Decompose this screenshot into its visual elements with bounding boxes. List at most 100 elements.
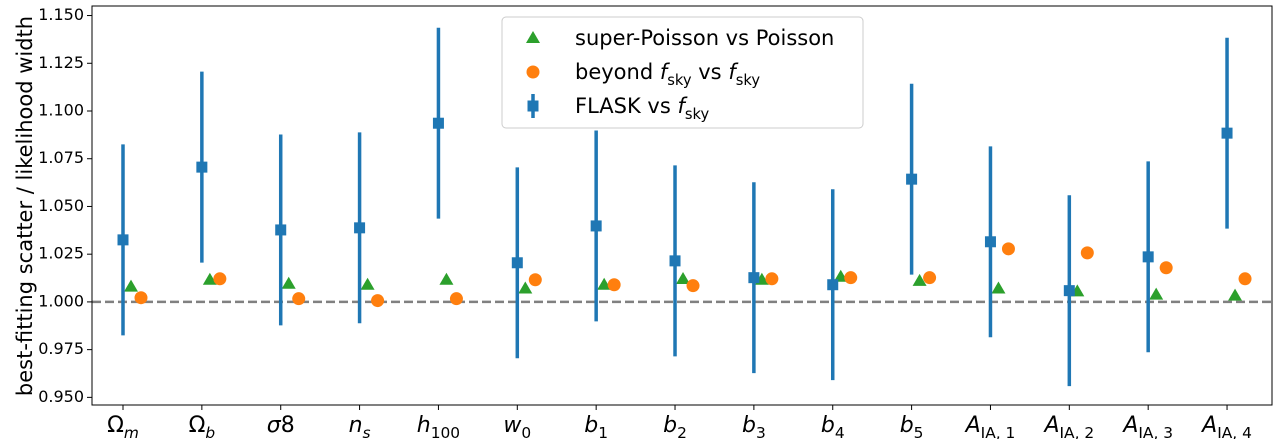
square-marker [1221,127,1233,139]
text-part: n [349,413,363,438]
text-part: A [1200,413,1217,438]
text-part: 0 [521,424,531,439]
circle-marker [134,291,148,305]
text-part: b [205,424,215,439]
text-part: w [503,413,522,438]
text-part: 4 [835,424,845,439]
x-tick-label: b2 [663,413,687,439]
x-tick-label: ns [349,413,371,439]
text-part: b [663,413,677,438]
triangle-marker [360,277,375,290]
triangle-marker [526,31,540,43]
legend-box [501,16,864,129]
x-tick-label: b3 [742,413,766,439]
x-tick-label: AIA, 3 [1121,413,1173,439]
circle-marker [607,278,621,292]
plot-frame [91,5,1273,406]
square-marker [275,224,287,236]
text-part: A [1121,413,1138,438]
circle-marker [449,292,463,306]
square-marker [527,100,539,112]
circle-marker [686,279,700,293]
circle-marker [292,292,306,306]
x-tick-label: AIA, 4 [1200,413,1252,439]
text-part: s [363,424,371,439]
triangle-marker [1228,288,1243,301]
y-tick-label: 1.100 [38,101,84,120]
y-tick-label: 1.075 [38,148,84,167]
text-part: h [417,413,431,438]
text-part: f [660,60,671,84]
circle-marker [213,272,227,286]
circle-marker [371,294,385,308]
square-marker [590,220,602,232]
square-marker [432,117,444,129]
triangle-marker [281,276,296,289]
y-tick-label: 1.150 [38,5,84,24]
y-axis-label: best-fitting scatter / likelihood width [13,16,37,396]
square-marker [984,236,996,248]
text-part: b [821,413,835,438]
triangle-marker [833,269,848,282]
triangle-marker [597,277,612,290]
x-tick-label: AIA, 1 [964,413,1016,439]
text-part: super-Poisson vs Poisson [575,26,834,50]
triangle-marker [676,272,691,284]
text-part: 2 [677,424,687,439]
x-tick-label: b1 [584,413,608,439]
circle-marker [526,65,540,79]
square-marker [1142,251,1154,263]
triangle-marker [124,279,138,292]
text-part: m [124,424,139,439]
square-marker [354,222,366,234]
y-tick-label: 1.125 [38,53,84,72]
circle-marker [765,272,779,286]
circle-marker [844,271,858,285]
square-marker [748,272,760,284]
square-marker [827,279,839,291]
circle-marker [1001,242,1015,256]
text-part: IA, 1 [981,424,1016,439]
legend-label: super-Poisson vs Poisson [575,26,834,50]
x-tick-label: b4 [821,413,845,439]
text-part: vs [692,60,729,84]
text-part: IA, 3 [1138,424,1173,439]
y-tick-label: 1.000 [38,291,84,310]
triangle-marker [991,281,1006,294]
legend-label: beyond fsky vs fsky [575,60,760,89]
square-marker [906,173,918,185]
text-part: b [584,413,598,438]
text-part: IA, 4 [1217,424,1252,439]
triangle-marker [202,272,217,285]
text-part: f [728,60,739,84]
text-part: b [742,413,756,438]
text-part: 3 [756,424,766,439]
text-part: f [677,94,688,118]
x-tick-label: Ωm [107,413,139,439]
x-tick-label: AIA, 2 [1042,413,1094,439]
x-tick-label: w0 [503,413,531,439]
triangle-marker [912,273,927,286]
text-part: 100 [431,424,460,439]
legend-label: FLASK vs fsky [575,94,709,123]
y-tick-label: 1.050 [38,196,84,215]
y-tick-label: 1.025 [38,244,84,263]
triangle-marker [1149,287,1164,300]
text-part: 8 [281,413,295,438]
x-tick-label: Ωb [189,413,216,439]
circle-marker [1238,272,1252,286]
y-tick-label: 0.950 [38,387,84,406]
square-marker [669,255,681,267]
text-part: beyond [575,60,660,84]
circle-marker [1080,246,1094,260]
text-part: b [900,413,914,438]
text-part: Ω [189,413,206,438]
triangle-marker [518,281,533,294]
text-part: sky [685,106,710,123]
text-part: 1 [598,424,608,439]
x-tick-label: σ8 [267,413,295,438]
square-marker [1063,285,1075,297]
text-part: Ω [107,413,124,438]
text-part: sky [736,72,761,89]
text-part: 5 [914,424,924,439]
